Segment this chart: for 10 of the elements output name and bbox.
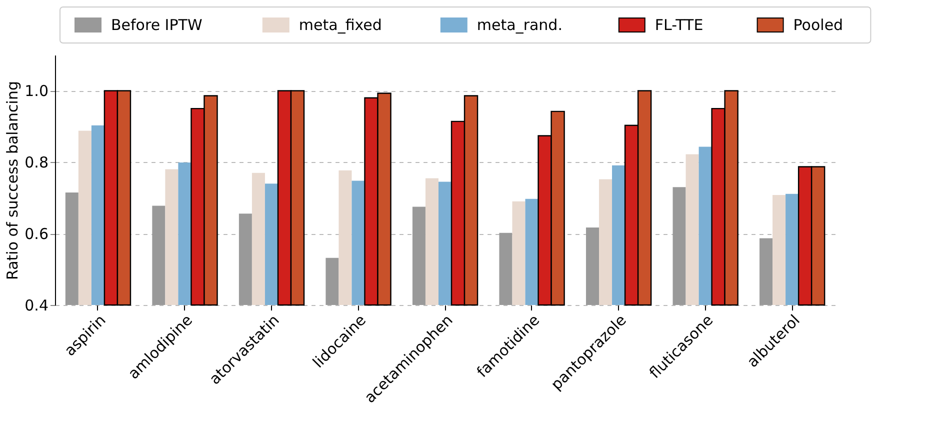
y-tick-label: 1.0 — [24, 82, 48, 100]
y-tick-label: 0.6 — [24, 225, 48, 244]
legend-label: Pooled — [793, 16, 844, 34]
legend-label: FL-TTE — [654, 16, 704, 34]
legend-label: meta_rand. — [476, 16, 562, 34]
legend-label: Before IPTW — [111, 16, 202, 34]
legend-label: meta_fixed — [298, 16, 382, 34]
y-axis-title: Ratio of success balancing — [4, 81, 22, 280]
y-tick-label: 0.4 — [24, 296, 48, 314]
y-tick-label: 0.8 — [24, 154, 48, 172]
